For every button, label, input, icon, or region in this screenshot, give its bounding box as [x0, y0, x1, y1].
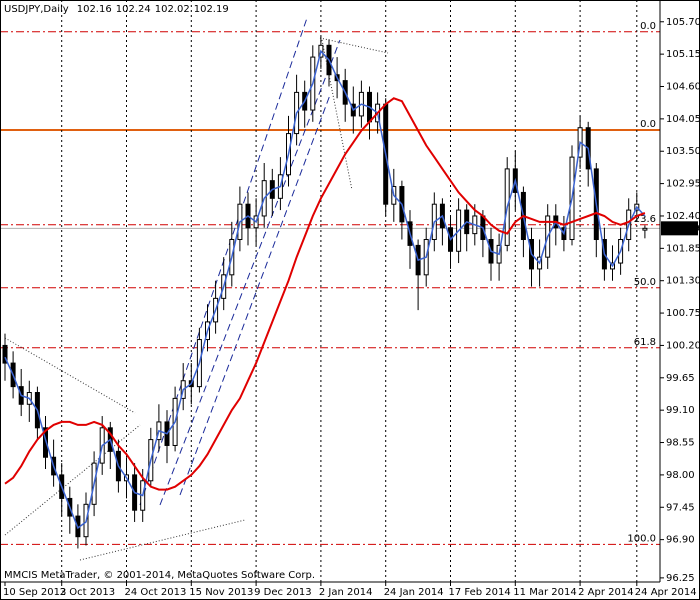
x-tick-label: 24 Apr 2014 [635, 587, 697, 598]
y-tick-label: 98.55 [666, 438, 695, 449]
x-tick-label: 17 Feb 2014 [449, 587, 511, 598]
x-tick-label: 15 Nov 2013 [189, 587, 253, 598]
indicator-line [4, 97, 646, 491]
y-tick-label: 102.95 [666, 179, 700, 190]
grid [61, 0, 638, 582]
y-tick-label: 98.00 [666, 470, 695, 481]
header-low: 102.02 [155, 4, 190, 15]
x-tick-label: 9 Dec 2013 [254, 587, 312, 598]
level-label: 23.6 [634, 214, 656, 225]
y-tick-label: 99.10 [666, 405, 695, 416]
y-tick-label: 105.15 [666, 49, 700, 60]
x-tick-label: 24 Jan 2014 [384, 587, 444, 598]
x-tick-label: 24 Oct 2013 [125, 587, 187, 598]
y-tick-label: 103.50 [666, 146, 700, 157]
y-tick-label: 97.45 [666, 502, 695, 513]
y-tick-label: 96.25 [666, 573, 695, 584]
y-tick-label: 105.70 [666, 17, 700, 28]
candle-body [2, 344, 8, 364]
price-tag-label: 102.19 [665, 223, 700, 234]
y-tick-label: 99.65 [666, 373, 695, 384]
triangle-line [79, 519, 246, 561]
header-high: 102.24 [116, 4, 151, 15]
level-label: 50.0 [634, 277, 656, 288]
x-tick-label: 2 Jan 2014 [319, 587, 373, 598]
header-open: 102.16 [77, 4, 112, 15]
header-close: 102.19 [194, 4, 229, 15]
indicator-lines [4, 49, 646, 530]
candle-body [642, 227, 648, 231]
x-tick-label: 10 Sep 2013 [3, 587, 66, 598]
level-label: 0.0 [640, 119, 656, 130]
header: USDJPY,Daily 102.16 102.24 102.02 102.19 [4, 4, 229, 15]
y-tick-label: 101.85 [666, 243, 700, 254]
y-tick-label: 96.90 [666, 535, 695, 546]
x-tick-label: 2 Apr 2014 [578, 587, 633, 598]
indicator-line [4, 49, 646, 530]
candle-body [43, 427, 48, 458]
footer: MMCIS MetaTrader, © 2001-2014, MetaQuote… [4, 570, 315, 581]
y-tick-label: 104.05 [666, 114, 700, 125]
y-tick-label: 100.20 [666, 340, 700, 351]
channel-line [179, 94, 331, 496]
triangle-line [4, 424, 141, 536]
y-tick-label: 100.75 [666, 308, 700, 319]
channel-line [159, 39, 341, 506]
level-label: 0.0 [640, 21, 656, 32]
x-tick-label: 2 Oct 2013 [60, 587, 115, 598]
price-tag [661, 221, 698, 236]
x-tick-label: 11 Mar 2014 [513, 587, 576, 598]
y-tick-label: 101.30 [666, 276, 700, 287]
level-label: 61.8 [634, 337, 656, 348]
chart-title: USDJPY,Daily [4, 4, 69, 15]
y-tick-label: 104.60 [666, 82, 700, 93]
y-tick-label: 102.40 [666, 211, 700, 222]
triangle-line [4, 337, 136, 414]
level-label: 100.0 [627, 533, 656, 544]
